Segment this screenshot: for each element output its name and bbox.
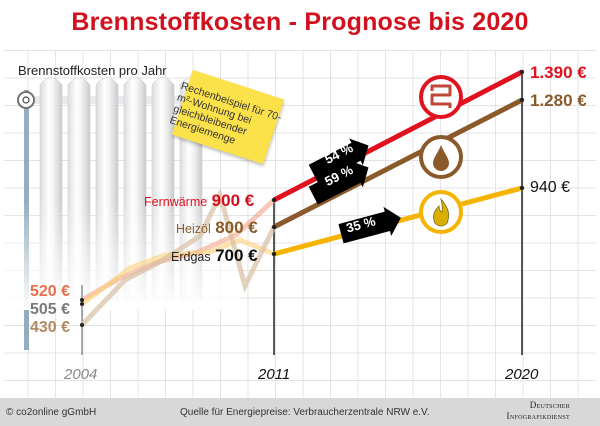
year-2011: 2011 (258, 366, 291, 383)
label-fernwaerme-2004: 520 € (30, 283, 71, 300)
footer: © co2online gGmbH Quelle für Energieprei… (0, 398, 600, 426)
heizoel-historic-line (80, 187, 277, 327)
oil-drop-icon (419, 135, 463, 179)
copyright: © co2online gGmbH (6, 407, 97, 418)
label-heizoel-2011: Heizöl 800 € (176, 218, 258, 237)
logo-line1: Deutscher (529, 400, 570, 410)
year-2020: 2020 (505, 366, 539, 383)
pct-arrow-fernwaerme (308, 138, 369, 183)
label-erdgas-2020: 940 € (530, 179, 571, 196)
fernwaerme-line (272, 69, 524, 203)
logo-line2: Infografikdienst (506, 411, 570, 421)
erdgas-historic-line (80, 237, 275, 306)
year-2004: 2004 (64, 366, 98, 383)
label-erdgas-2011: Erdgas 700 € (171, 246, 258, 265)
gas-flame-icon (419, 190, 463, 234)
pct-arrow-erdgas (338, 206, 401, 244)
source-note: Quelle für Energiepreise: Verbraucherzen… (180, 407, 430, 418)
label-heizoel-2004: 430 € (30, 319, 71, 336)
label-heizoel-2020: 1.280 € (530, 91, 587, 110)
label-erdgas-2004: 505 € (30, 301, 71, 318)
label-fernwaerme-2011: Fernwärme 900 € (144, 191, 255, 210)
label-fernwaerme-2020: 1.390 € (530, 63, 587, 82)
logo-text: Deutscher Infografikdienst (507, 400, 570, 422)
pct-arrow-heizoel (308, 160, 369, 205)
chart-title: Brennstoffkosten - Prognose bis 2020 (71, 8, 529, 36)
heating-pipe-icon (419, 75, 463, 119)
heizoel-line (272, 97, 524, 230)
chart-subtitle: Brennstoffkosten pro Jahr (18, 63, 167, 78)
